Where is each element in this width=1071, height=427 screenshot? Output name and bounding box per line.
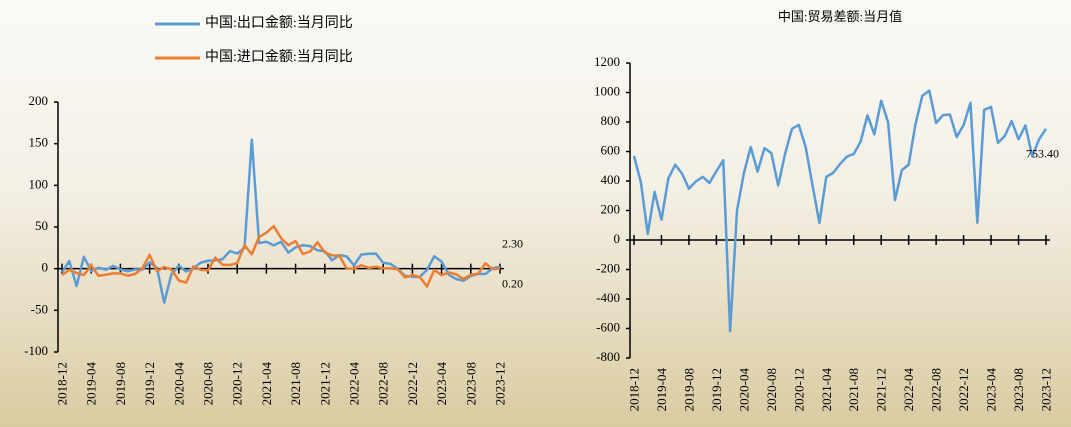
series-line: [60, 138, 501, 304]
x-tick-label: 2020-12: [791, 368, 806, 411]
x-tick-label: 2018-12: [55, 362, 70, 405]
series-line: [632, 89, 1048, 333]
x-tick-label: 2020-08: [201, 362, 216, 405]
y-tick-label: 150: [29, 135, 49, 150]
y-tick-label: 400: [601, 172, 621, 187]
legend-label: 中国:进口金额:当月同比: [205, 49, 353, 65]
legend-label: 中国:出口金额:当月同比: [205, 15, 353, 31]
y-tick-label: 800: [601, 113, 621, 128]
series-line: [61, 224, 501, 288]
x-tick-label: 2021-04: [819, 368, 834, 412]
y-tick-label: 200: [29, 93, 49, 108]
x-tick-label: 2023-04: [984, 368, 999, 412]
x-tick-label: 2021-04: [259, 362, 274, 406]
x-tick-label: 2021-08: [846, 368, 861, 411]
x-tick-label: 2020-04: [171, 362, 186, 406]
x-tick-label: 2022-04: [901, 368, 916, 412]
x-tick-label: 2023-04: [434, 362, 449, 406]
value-label: 2.30: [502, 237, 523, 251]
y-tick-label: -50: [31, 301, 48, 316]
value-label: 0.20: [502, 276, 523, 290]
x-tick-label: 2023-12: [1039, 368, 1054, 411]
y-tick-label: -600: [596, 319, 620, 334]
x-tick-label: 2021-12: [317, 362, 332, 405]
y-tick-label: 1200: [594, 54, 620, 69]
x-tick-label: 2022-04: [347, 362, 362, 406]
chart-title: 中国:贸易差额:当月值: [778, 9, 902, 24]
x-tick-label: 2022-12: [405, 362, 420, 405]
x-tick-label: 2020-12: [230, 362, 245, 405]
value-label: 753.40: [1026, 147, 1059, 161]
x-tick-label: 2021-12: [874, 368, 889, 411]
x-tick-label: 2019-08: [113, 362, 128, 405]
x-tick-label: 2019-04: [654, 368, 669, 412]
x-tick-label: 2019-12: [709, 368, 724, 411]
y-tick-label: -100: [24, 343, 48, 358]
x-tick-label: 2023-12: [493, 362, 508, 405]
x-tick-label: 2022-12: [956, 368, 971, 411]
x-tick-label: 2022-08: [376, 362, 391, 405]
y-tick-label: 50: [35, 218, 48, 233]
y-tick-label: 1000: [594, 83, 620, 98]
x-tick-label: 2022-08: [929, 368, 944, 411]
x-tick-label: 2023-08: [463, 362, 478, 405]
y-tick-label: 600: [601, 142, 621, 157]
y-tick-label: -200: [596, 260, 620, 275]
y-tick-label: 0: [614, 231, 621, 246]
x-tick-label: 2020-08: [764, 368, 779, 411]
y-tick-label: 100: [29, 176, 49, 191]
x-tick-label: 2023-08: [1011, 368, 1026, 411]
y-tick-label: -800: [596, 349, 620, 364]
y-tick-label: 0: [42, 260, 49, 275]
x-tick-label: 2019-12: [142, 362, 157, 405]
x-tick-label: 2018-12: [627, 368, 642, 411]
x-tick-label: 2020-04: [736, 368, 751, 412]
x-tick-label: 2019-08: [681, 368, 696, 411]
x-tick-label: 2019-04: [84, 362, 99, 406]
y-tick-label: 200: [601, 201, 621, 216]
x-tick-label: 2021-08: [288, 362, 303, 405]
y-tick-label: -400: [596, 290, 620, 305]
